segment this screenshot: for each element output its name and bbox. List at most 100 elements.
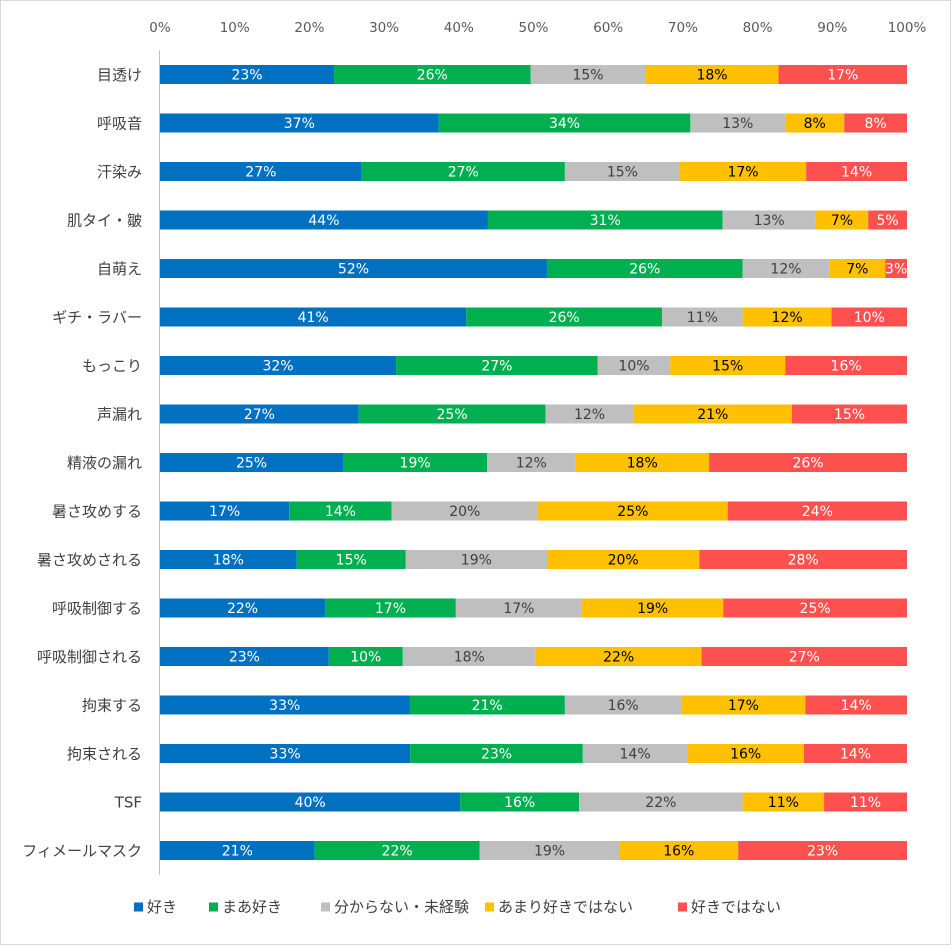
bar-segment — [160, 792, 461, 812]
data-label: 12% — [574, 407, 605, 423]
data-label: 12% — [770, 262, 801, 278]
bar-segment — [785, 113, 845, 133]
bar-segment — [358, 404, 546, 424]
data-label: 41% — [298, 310, 329, 326]
data-label: 23% — [231, 68, 262, 84]
bar-segment — [582, 598, 724, 618]
bar-segment — [546, 550, 700, 569]
bar-segment — [160, 695, 410, 715]
data-label: 32% — [262, 359, 293, 375]
data-label: 13% — [722, 116, 753, 132]
data-label: 17% — [375, 601, 406, 617]
data-label: 19% — [400, 456, 431, 472]
data-label: 12% — [772, 310, 803, 326]
bar-segment — [160, 307, 467, 327]
legend: 好き まあ好き 分からない・未経験 あまり好きではない 好きではない — [134, 898, 781, 916]
data-label: 27% — [245, 165, 276, 181]
bar-segment — [289, 501, 392, 521]
data-label: 26% — [417, 68, 448, 84]
data-label: 14% — [620, 747, 651, 763]
bar-segment — [361, 162, 565, 181]
bar-segment — [791, 404, 907, 424]
data-label: 18% — [627, 456, 658, 472]
data-label: 23% — [229, 650, 260, 666]
data-label: 25% — [236, 456, 267, 472]
bar-segment — [160, 210, 488, 230]
x-tick-label: 30% — [369, 20, 399, 36]
data-label: 33% — [269, 698, 300, 714]
x-tick-label: 60% — [593, 20, 623, 36]
data-label: 7% — [831, 213, 853, 229]
x-tick-label: 0% — [149, 20, 171, 36]
bar-segment — [738, 841, 907, 860]
bar-segment — [314, 841, 480, 860]
bar-segment — [868, 210, 907, 230]
bar-segment — [806, 162, 907, 181]
bar-segment — [438, 113, 691, 133]
data-label: 28% — [788, 553, 819, 569]
bar-segment — [803, 744, 907, 763]
category-label: 精液の漏れ — [67, 454, 142, 472]
category-label: ギチ・ラバー — [52, 309, 142, 327]
bar-segment — [160, 65, 335, 84]
data-label: 16% — [730, 747, 761, 763]
data-label: 8% — [865, 116, 887, 132]
bar-segment — [535, 647, 702, 666]
data-label: 15% — [607, 165, 638, 181]
data-label: 25% — [800, 601, 831, 617]
bar-segment — [391, 501, 538, 521]
legend-swatch — [209, 902, 218, 912]
legend-label: 好きではない — [691, 898, 781, 916]
data-label: 11% — [768, 795, 799, 811]
data-label: 24% — [802, 504, 833, 520]
bar-segment — [466, 307, 662, 327]
category-label: 暑さ攻めする — [52, 503, 142, 521]
bar-segment — [396, 356, 598, 375]
category-label: 暑さ攻めされる — [37, 551, 142, 569]
x-axis-ticks: 0% 10% 20% 30% 40% 50% 60% 70% 80% 90% 100% — [149, 20, 926, 36]
legend-label: まあ好き — [222, 898, 282, 916]
data-label: 19% — [461, 553, 492, 569]
data-label: 37% — [284, 116, 315, 132]
bar-segment — [805, 695, 907, 715]
bar-segment — [564, 695, 682, 715]
bar-segment — [160, 647, 329, 666]
data-label: 13% — [754, 213, 785, 229]
category-labels: 目透け呼吸音汗染み肌タイ・皺自萌えギチ・ラバーもっこり声漏れ精液の漏れ暑さ攻めす… — [22, 66, 142, 860]
data-label: 26% — [792, 456, 823, 472]
bar-segment — [455, 598, 583, 618]
data-label: 15% — [712, 359, 743, 375]
legend-swatch — [321, 902, 330, 912]
category-label: TSF — [114, 794, 142, 812]
data-label: 19% — [637, 601, 668, 617]
bar-segment — [699, 550, 907, 569]
bar-segment — [597, 356, 671, 375]
bar-segment — [778, 65, 907, 84]
bar-segment — [844, 113, 907, 133]
data-label: 31% — [590, 213, 621, 229]
category-label: 拘束される — [67, 745, 142, 763]
data-label: 22% — [603, 650, 634, 666]
data-label: 22% — [645, 795, 676, 811]
legend-swatch — [678, 902, 687, 912]
bar-segment — [885, 259, 907, 278]
data-label: 20% — [449, 504, 480, 520]
bar-segment — [824, 792, 907, 812]
bar-segment — [160, 404, 359, 424]
bar-segment — [742, 259, 830, 278]
legend-label: 好き — [147, 898, 177, 916]
bar-segment — [727, 501, 907, 521]
x-tick-label: 50% — [518, 20, 548, 36]
bar-segment — [709, 453, 907, 472]
bar-segment — [681, 695, 806, 715]
data-label: 14% — [840, 747, 871, 763]
bar-segment — [619, 841, 739, 860]
bar-segment — [815, 210, 869, 230]
data-label: 22% — [227, 601, 258, 617]
legend-swatch — [134, 902, 143, 912]
data-label: 17% — [503, 601, 534, 617]
data-label: 26% — [629, 262, 660, 278]
bar-segment — [487, 210, 723, 230]
data-label: 25% — [437, 407, 468, 423]
data-label: 16% — [608, 698, 639, 714]
